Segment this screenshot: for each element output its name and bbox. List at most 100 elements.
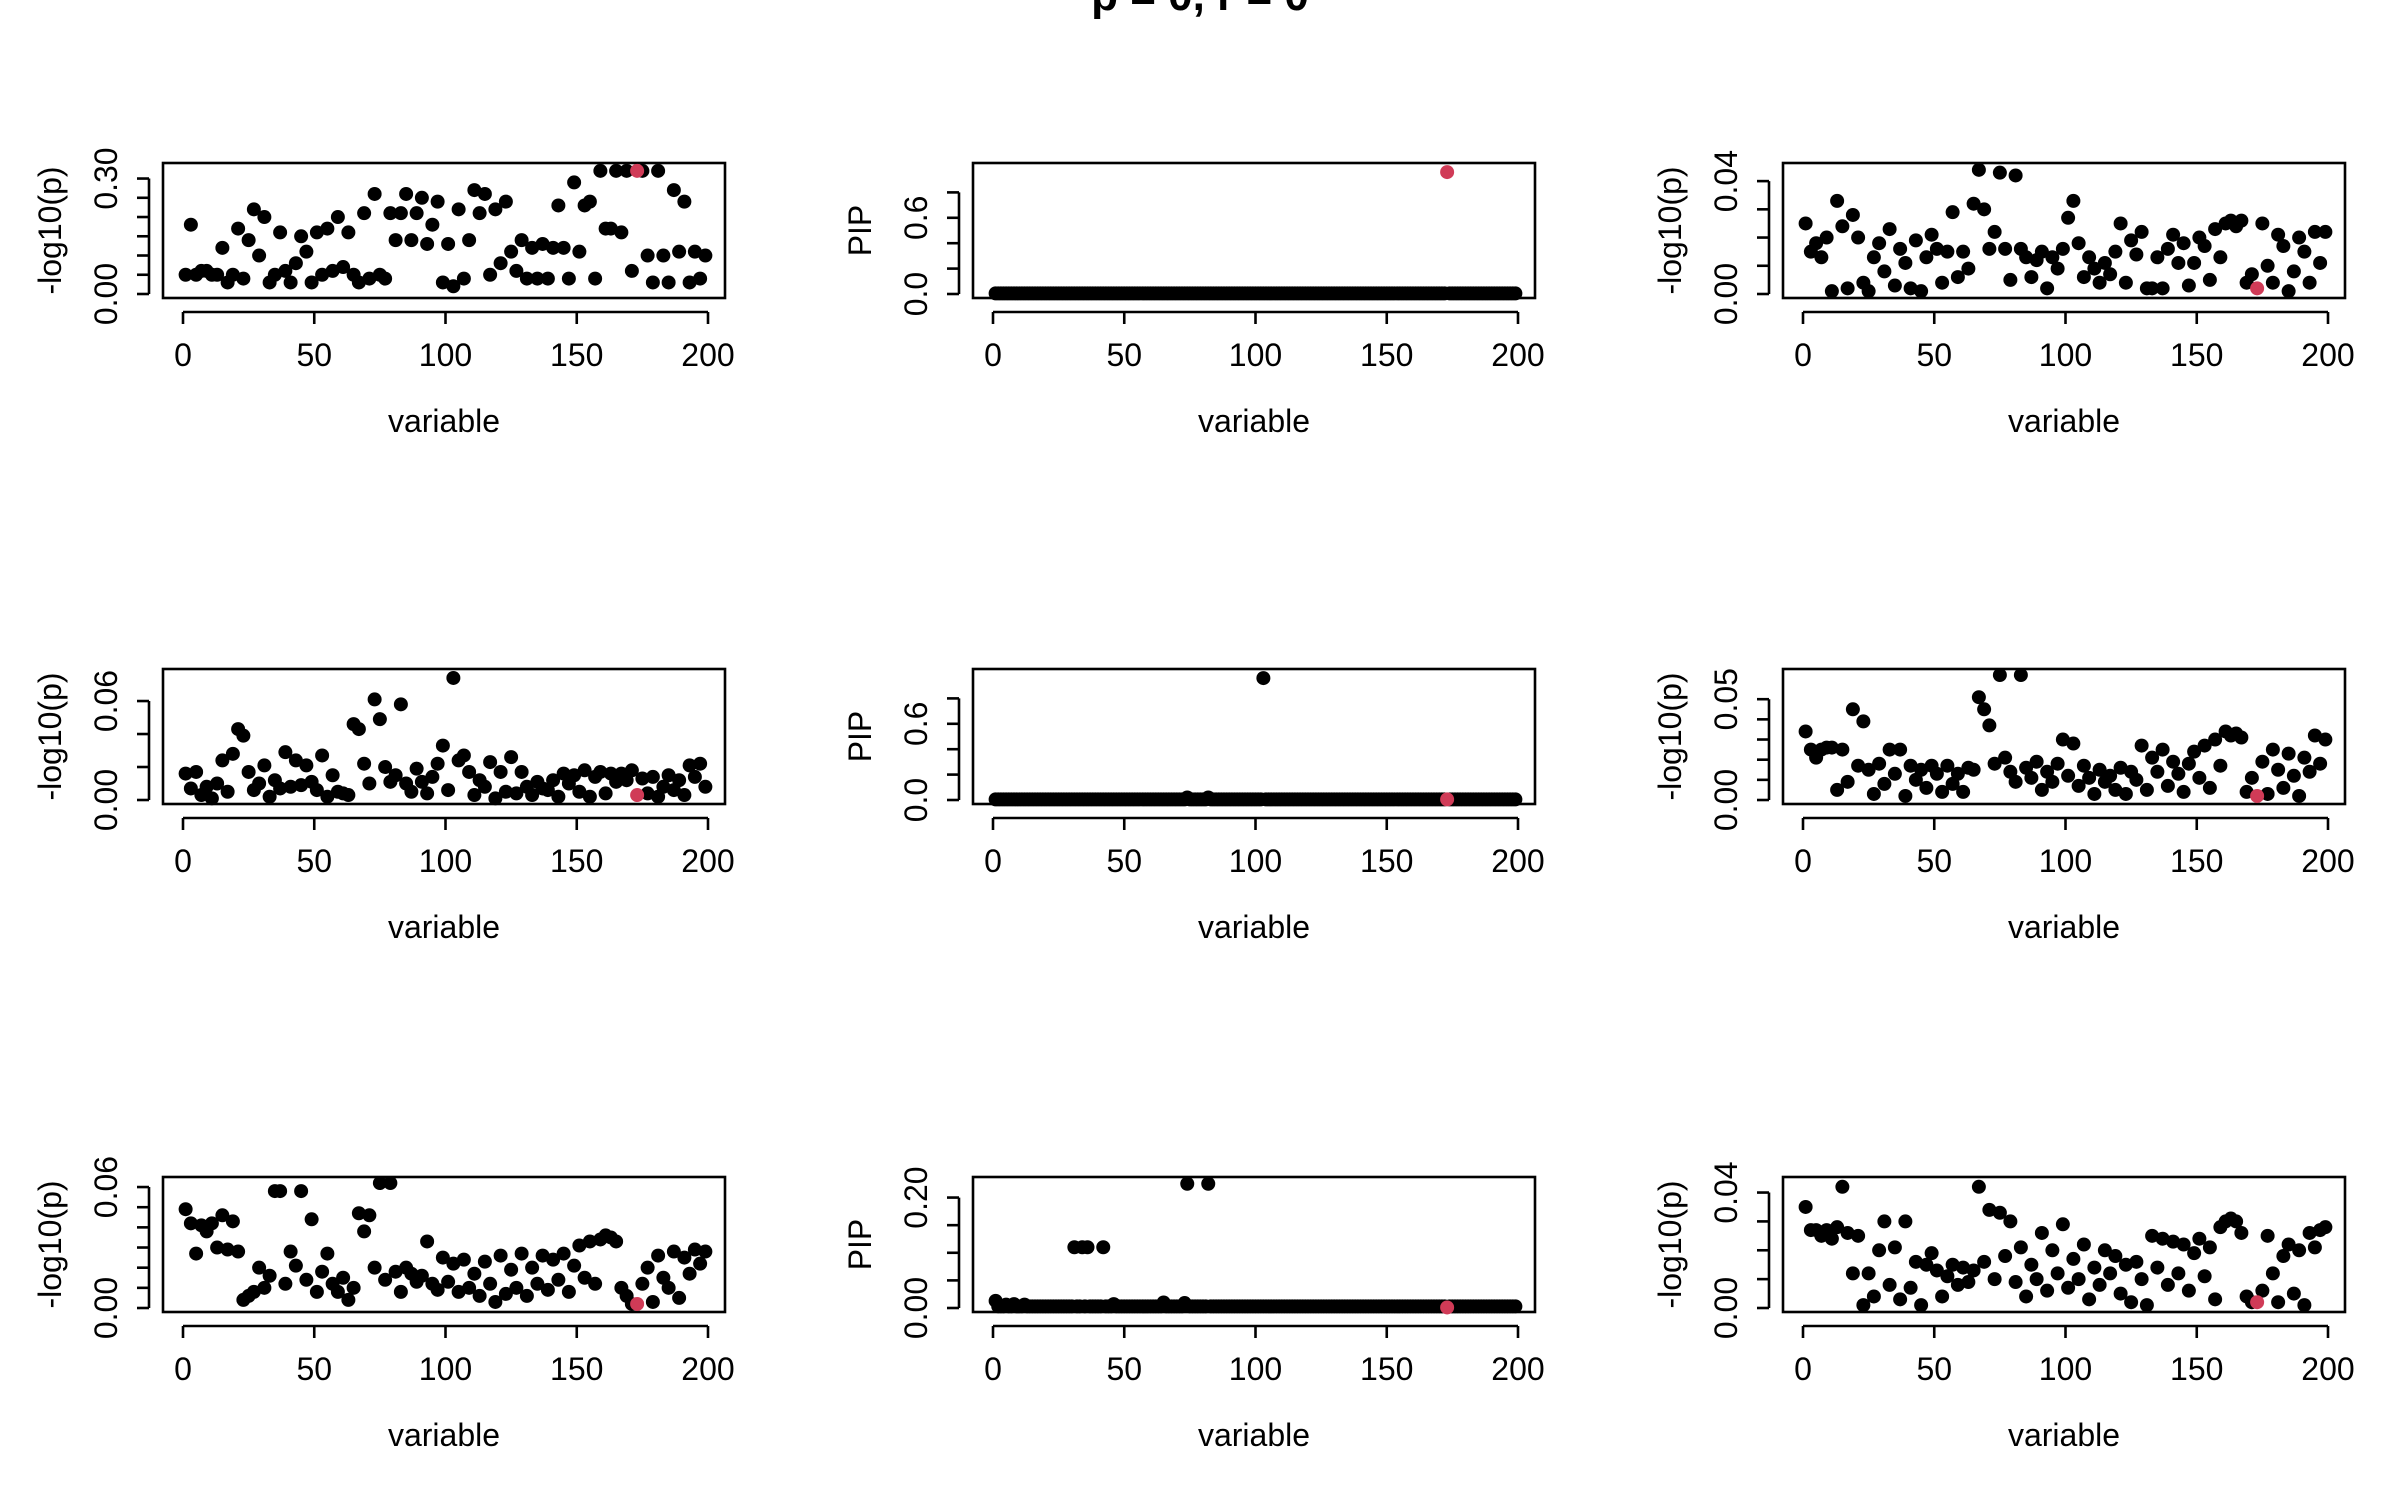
data-point <box>367 1260 382 1275</box>
data-point <box>2318 732 2333 747</box>
x-tick-label: 200 <box>1491 1351 1544 1387</box>
data-point <box>1919 780 1934 795</box>
x-tick-label: 0 <box>1794 337 1812 373</box>
data-point <box>2192 1231 2207 1246</box>
data-point <box>2286 1286 2301 1301</box>
data-point <box>399 186 414 201</box>
data-point <box>2265 742 2280 757</box>
data-point <box>2061 210 2076 225</box>
data-point <box>672 773 687 788</box>
data-point <box>1840 281 1855 296</box>
data-point <box>2082 1292 2097 1307</box>
data-point <box>645 1294 660 1309</box>
data-point <box>446 279 461 294</box>
data-point <box>1201 1176 1216 1191</box>
data-point <box>2134 224 2149 239</box>
x-axis-label: variable <box>2008 403 2120 439</box>
data-point <box>1929 1263 1944 1278</box>
data-point <box>2045 250 2060 265</box>
y-tick-label: 0.04 <box>1708 150 1744 212</box>
data-point <box>2181 1283 2196 1298</box>
data-point <box>561 1284 576 1299</box>
data-point <box>2087 1260 2102 1275</box>
data-point <box>1929 766 1944 781</box>
data-point <box>309 783 324 798</box>
plot-frame <box>1781 161 2347 300</box>
y-tick-label: 0.0 <box>898 272 934 316</box>
data-point <box>1080 1240 1095 1255</box>
data-point <box>367 186 382 201</box>
data-point <box>362 776 377 791</box>
data-point <box>677 788 692 803</box>
data-point <box>2087 786 2102 801</box>
data-point <box>1919 1257 1934 1272</box>
x-tick-label: 100 <box>2039 843 2092 879</box>
data-point <box>241 764 256 779</box>
data-point <box>1961 1275 1976 1290</box>
data-point <box>456 1252 471 1267</box>
data-point <box>435 1250 450 1265</box>
data-point <box>2150 250 2165 265</box>
data-point <box>393 697 408 712</box>
data-point <box>1861 284 1876 299</box>
data-point <box>414 1268 429 1283</box>
data-point <box>561 271 576 286</box>
x-tick-label: 50 <box>296 1351 332 1387</box>
data-point <box>2066 736 2081 751</box>
data-point <box>1998 1249 2013 1264</box>
data-point <box>2019 1289 2034 1304</box>
highlighted-point <box>1440 792 1455 807</box>
data-point <box>693 1256 708 1271</box>
data-point <box>2013 1240 2028 1255</box>
x-tick-label: 200 <box>1491 337 1544 373</box>
data-point <box>2145 1228 2160 1243</box>
data-point <box>1866 1289 1881 1304</box>
x-tick-label: 0 <box>1794 1351 1812 1387</box>
panel-2: 0 50 100 150 200 variable 0.0 0.6 PIP <box>842 161 1545 439</box>
x-axis-label: variable <box>1198 909 1310 945</box>
data-point <box>530 271 545 286</box>
y-tick-label: 0.06 <box>88 670 124 732</box>
data-point <box>257 758 272 773</box>
data-point <box>2071 236 2086 251</box>
data-point <box>1845 1266 1860 1281</box>
data-point <box>2197 1269 2212 1284</box>
x-tick-label: 150 <box>1360 1351 1413 1387</box>
data-point <box>2008 168 2023 183</box>
data-point <box>367 692 382 707</box>
y-tick-label: 0.06 <box>88 1156 124 1218</box>
data-point <box>540 271 555 286</box>
data-point <box>299 244 314 259</box>
data-point <box>666 1244 681 1259</box>
data-point <box>236 728 251 743</box>
data-point <box>1840 1225 1855 1240</box>
data-point <box>498 194 513 209</box>
y-tick-label: 0.04 <box>1708 1161 1744 1223</box>
data-point <box>178 1202 193 1217</box>
data-point <box>2092 762 2107 777</box>
data-point <box>609 1234 624 1249</box>
data-point <box>1950 270 1965 285</box>
data-point <box>2139 782 2154 797</box>
data-point <box>341 1292 356 1307</box>
data-point <box>1840 774 1855 789</box>
data-point <box>477 779 492 794</box>
data-point <box>1887 278 1902 293</box>
data-point <box>325 263 340 278</box>
y-tick-label: 0.6 <box>898 702 934 746</box>
x-tick-label: 150 <box>1360 843 1413 879</box>
data-point <box>278 263 293 278</box>
x-axis-label: variable <box>1198 1417 1310 1453</box>
data-point <box>1835 219 1850 234</box>
data-point <box>2297 750 2312 765</box>
data-point <box>1987 756 2002 771</box>
data-point <box>472 206 487 221</box>
data-point <box>252 1260 267 1275</box>
data-point <box>262 789 277 804</box>
data-point <box>1956 244 1971 259</box>
data-point <box>2061 768 2076 783</box>
plot-frame <box>161 1175 727 1314</box>
x-axis-label: variable <box>388 403 500 439</box>
data-point <box>488 1294 503 1309</box>
